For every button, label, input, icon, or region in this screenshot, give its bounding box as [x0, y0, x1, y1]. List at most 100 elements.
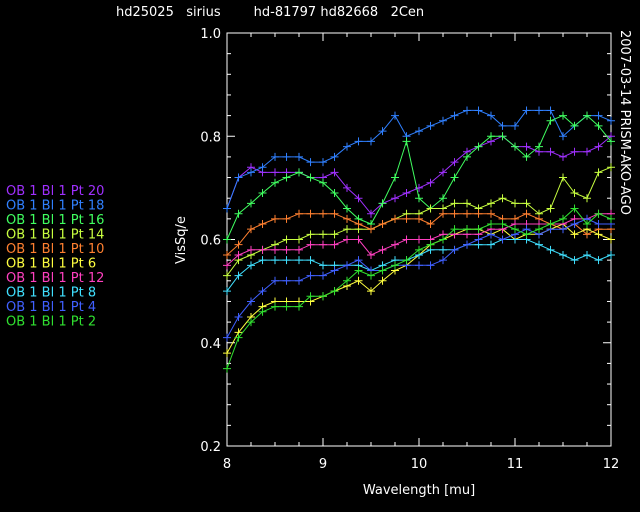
data-point	[319, 271, 327, 280]
data-point	[343, 204, 351, 213]
data-point	[378, 266, 387, 275]
data-point	[426, 121, 435, 130]
data-point	[487, 199, 495, 208]
data-point	[282, 276, 291, 285]
data-point	[271, 276, 279, 285]
data-point	[223, 333, 231, 342]
data-point	[319, 209, 327, 218]
data-point	[463, 225, 471, 234]
data-point	[426, 261, 435, 270]
data-point	[247, 297, 255, 306]
data-point	[559, 152, 567, 161]
data-point	[330, 287, 339, 296]
data-point	[487, 230, 495, 239]
x-tick-label: 9	[319, 457, 327, 472]
data-point	[607, 250, 615, 259]
data-point	[522, 106, 531, 115]
series-ob-1-bl-1-pt-20	[223, 132, 615, 218]
data-point	[535, 106, 543, 115]
side-label: 2007-03-14 PRISM-AKO-AGO	[617, 30, 632, 215]
data-point	[271, 245, 279, 254]
data-point	[439, 235, 447, 244]
data-point	[234, 240, 243, 249]
data-point	[402, 189, 411, 198]
data-point	[583, 220, 591, 229]
data-point	[487, 240, 495, 249]
data-point	[415, 261, 423, 270]
data-point	[223, 271, 231, 280]
data-point	[223, 349, 231, 358]
data-point	[282, 214, 291, 223]
data-point	[522, 199, 531, 208]
data-point	[546, 106, 555, 115]
data-point	[295, 152, 303, 161]
data-point	[583, 194, 591, 203]
data-point	[378, 199, 387, 208]
data-point	[354, 220, 363, 229]
data-point	[343, 214, 351, 223]
data-point	[234, 250, 243, 259]
data-point	[391, 111, 399, 120]
data-point	[498, 235, 507, 244]
data-point	[378, 220, 387, 229]
series-layer	[223, 106, 615, 373]
data-point	[570, 230, 579, 239]
data-point	[247, 168, 255, 177]
data-point	[271, 302, 279, 311]
data-point	[378, 127, 387, 136]
data-point	[367, 271, 375, 280]
data-point	[607, 214, 615, 223]
data-point	[367, 209, 375, 218]
data-point	[594, 220, 603, 229]
data-point	[426, 240, 435, 249]
data-point	[535, 240, 543, 249]
data-point	[391, 214, 399, 223]
x-tick-label: 10	[411, 457, 428, 472]
data-point	[330, 168, 339, 177]
data-point	[439, 245, 447, 254]
data-point	[378, 276, 387, 285]
series-ob-1-bl-1-pt-18	[223, 106, 615, 213]
y-tick-label: 0.8	[200, 130, 221, 145]
data-point	[271, 152, 279, 161]
data-point	[354, 256, 363, 265]
data-point	[306, 158, 315, 167]
data-point	[295, 276, 303, 285]
data-point	[378, 245, 387, 254]
data-point	[282, 235, 291, 244]
legend-entry: OB 1 Bl 1 Pt 2	[6, 315, 96, 330]
data-point	[570, 204, 579, 213]
data-point	[319, 240, 327, 249]
data-point	[330, 240, 339, 249]
data-point	[450, 225, 459, 234]
data-point	[330, 230, 339, 239]
legend-entry: OB 1 Bl 1 Pt 8	[6, 286, 96, 301]
data-point	[594, 209, 603, 218]
data-point	[583, 147, 591, 156]
x-axis-label: Wavelength [mu]	[363, 483, 475, 498]
data-point	[474, 209, 483, 218]
data-point	[234, 209, 243, 218]
data-point	[594, 111, 603, 120]
data-point	[234, 271, 243, 280]
legend-entry: OB 1 Bl 1 Pt 10	[6, 242, 104, 257]
data-point	[295, 245, 303, 254]
data-point	[223, 250, 231, 259]
data-point	[511, 121, 519, 130]
data-point	[343, 142, 351, 151]
data-point	[463, 240, 471, 249]
data-point	[474, 235, 483, 244]
data-point	[474, 106, 483, 115]
data-point	[570, 220, 579, 229]
data-point	[247, 318, 255, 327]
y-tick-label: 0.4	[200, 337, 221, 352]
data-point	[522, 209, 531, 218]
data-point	[319, 178, 327, 187]
data-point	[439, 116, 447, 125]
data-point	[439, 209, 447, 218]
data-point	[367, 250, 375, 259]
data-point	[415, 214, 423, 223]
data-point	[258, 307, 267, 316]
y-tick-label: 1.0	[200, 27, 221, 42]
